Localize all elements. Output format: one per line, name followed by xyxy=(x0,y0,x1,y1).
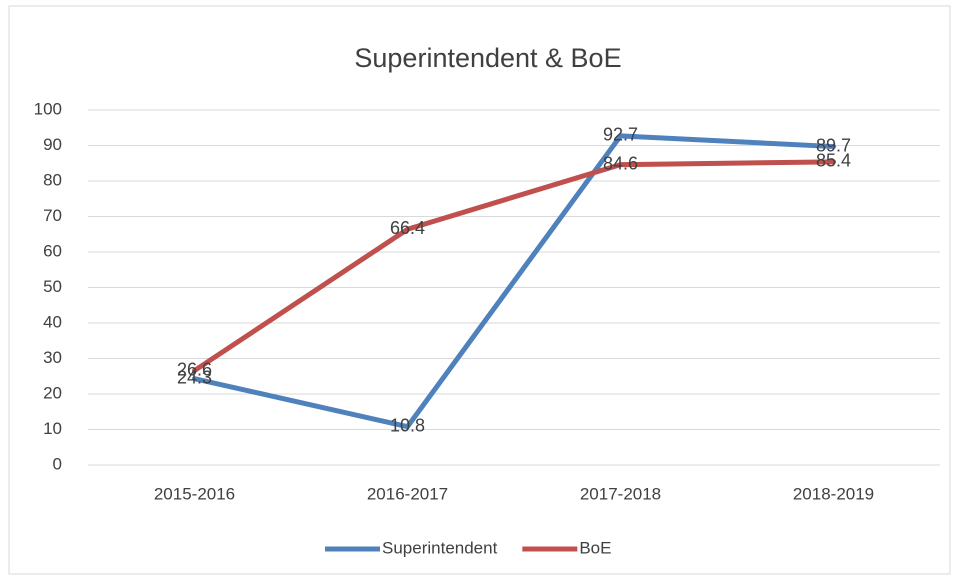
y-tick-label: 10 xyxy=(43,419,62,438)
x-tick-label: 2015-2016 xyxy=(154,484,235,503)
data-label: 24.3 xyxy=(177,367,212,387)
data-label: 10.8 xyxy=(390,415,425,435)
y-tick-label: 50 xyxy=(43,277,62,296)
data-label: 89.7 xyxy=(816,135,851,155)
x-tick-label: 2016-2017 xyxy=(367,484,448,503)
y-tick-label: 0 xyxy=(53,454,62,473)
chart-border xyxy=(8,5,951,575)
y-tick-label: 80 xyxy=(43,170,62,189)
series-line xyxy=(192,159,836,374)
data-label: 92.7 xyxy=(603,125,638,145)
y-tick-label: 30 xyxy=(43,348,62,367)
data-label: 66.4 xyxy=(390,218,425,238)
x-tick-label: 2018-2019 xyxy=(793,484,874,503)
chart-title: Superintendent & BoE xyxy=(354,43,621,73)
y-tick-label: 20 xyxy=(43,383,62,402)
x-tick-label: 2017-2018 xyxy=(580,484,661,503)
legend-label: Superintendent xyxy=(382,538,498,557)
data-label: 26.6 xyxy=(177,359,212,379)
y-tick-label: 100 xyxy=(34,99,62,118)
y-tick-label: 90 xyxy=(43,135,62,154)
y-tick-label: 40 xyxy=(43,312,62,331)
legend-label: BoE xyxy=(579,538,611,557)
y-tick-label: 60 xyxy=(43,241,62,260)
y-tick-label: 70 xyxy=(43,206,62,225)
data-label: 85.4 xyxy=(816,151,851,171)
series-line xyxy=(192,133,836,430)
data-label: 84.6 xyxy=(603,153,638,173)
